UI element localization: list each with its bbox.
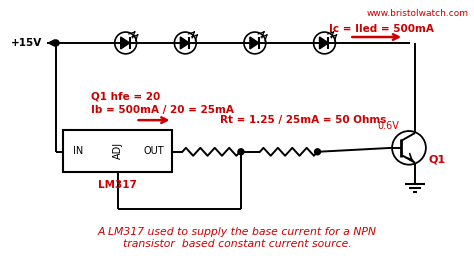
Circle shape [315,149,320,155]
Polygon shape [180,37,189,49]
Text: A LM317 used to supply the base current for a NPN
transistor  based constant cur: A LM317 used to supply the base current … [98,227,376,249]
Text: +15V: +15V [11,38,42,48]
Circle shape [53,40,59,46]
Text: Rt = 1.25 / 25mA = 50 Ohms: Rt = 1.25 / 25mA = 50 Ohms [220,115,386,125]
Text: 0.6V: 0.6V [377,121,399,131]
Bar [63,130,173,171]
Text: Q1 hfe = 20: Q1 hfe = 20 [91,91,160,101]
Circle shape [238,149,244,155]
Text: ADJ: ADJ [113,142,123,159]
Text: LM317: LM317 [98,179,137,189]
Polygon shape [121,37,129,49]
Text: Ic = Iled = 500mA: Ic = Iled = 500mA [329,24,434,34]
Text: www.bristolwatch.com: www.bristolwatch.com [366,9,469,18]
Text: Q1: Q1 [429,155,446,165]
Text: OUT: OUT [144,146,164,156]
Polygon shape [319,37,328,49]
Polygon shape [250,37,259,49]
Text: IN: IN [73,146,83,156]
Text: Ib = 500mA / 20 = 25mA: Ib = 500mA / 20 = 25mA [91,105,234,115]
